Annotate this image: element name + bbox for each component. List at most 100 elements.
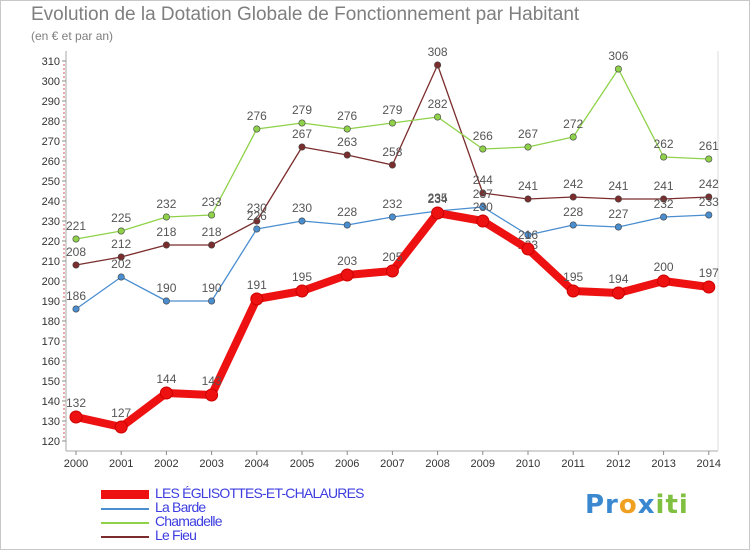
data-label: 282 [428,97,448,111]
data-label: 216 [518,228,538,242]
data-point [295,284,309,298]
y-tick-label: 290 [42,96,60,108]
y-tick-label: 140 [42,396,60,408]
data-label: 258 [382,145,402,159]
data-point [660,195,668,203]
data-label: 308 [428,45,448,59]
data-point [569,221,577,229]
data-point [298,119,306,127]
data-label: 242 [699,177,719,191]
x-tick-label: 2002 [154,458,178,470]
y-tick-label: 220 [42,236,60,248]
y-tick-label: 200 [42,276,60,288]
legend-label: Chamadelle [155,513,223,529]
x-tick-label: 2012 [606,458,630,470]
data-label: 235 [428,191,448,205]
y-tick-label: 280 [42,116,60,128]
data-point [702,280,716,294]
data-label: 218 [202,225,222,239]
x-tick-label: 2004 [245,458,269,470]
chart-subtitle: (en € et par an) [31,29,114,43]
data-label: 241 [608,179,628,193]
data-label: 144 [156,372,176,386]
data-label: 306 [608,49,628,63]
data-point [657,274,671,288]
data-point [479,189,487,197]
data-label: 127 [111,406,131,420]
y-tick-label: 260 [42,156,60,168]
data-label: 203 [337,254,357,268]
x-tick-label: 2006 [335,458,359,470]
data-point [660,213,668,221]
data-point [479,203,487,211]
data-point [343,221,351,229]
data-point [72,235,80,243]
data-point [388,161,396,169]
legend-swatch [101,536,149,538]
x-tick-label: 2000 [64,458,88,470]
data-label: 190 [156,281,176,295]
data-point [250,292,264,306]
data-point [388,213,396,221]
data-label: 190 [202,281,222,295]
data-label: 233 [202,195,222,209]
logo-part: o [618,490,638,520]
data-label: 212 [111,237,131,251]
y-tick-label: 120 [42,436,60,448]
data-point [205,388,219,402]
logo-part: Pr [585,490,619,520]
data-label: 194 [608,272,628,286]
data-point [385,264,399,278]
data-label: 227 [608,207,628,221]
data-label: 230 [292,201,312,215]
data-label: 267 [518,127,538,141]
y-tick-label: 310 [42,56,60,68]
data-label: 237 [473,187,493,201]
x-tick-label: 2009 [471,458,495,470]
data-label: 132 [66,396,86,410]
data-point [524,231,532,239]
data-point [114,420,128,434]
data-point [388,119,396,127]
data-point [117,273,125,281]
data-point [298,143,306,151]
x-tick-label: 2010 [516,458,540,470]
data-label: 276 [247,109,267,123]
data-label: 266 [473,129,493,143]
data-point [69,410,83,424]
data-point [159,386,173,400]
data-label: 272 [563,117,583,131]
data-point [343,151,351,159]
data-point [434,61,442,69]
data-point [524,195,532,203]
data-point [705,193,713,201]
data-label: 241 [654,179,674,193]
data-point [162,213,170,221]
data-point [253,217,261,225]
data-point [253,125,261,133]
x-tick-label: 2007 [380,458,404,470]
data-point [569,193,577,201]
data-point [208,297,216,305]
data-point [117,253,125,261]
data-label: 205 [382,250,402,264]
y-tick-label: 210 [42,256,60,268]
data-point [162,241,170,249]
data-label: 197 [699,266,719,280]
legend-label: LES ÉGLISOTTES-ET-CHALAURES [155,485,364,501]
series-1: 221 225 232 233 276 279 276 279 282 266 267 272 306 2… [66,49,719,243]
legend-label: La Barde [155,499,206,515]
data-point [705,155,713,163]
data-point [479,145,487,153]
data-point [431,206,445,220]
data-label: 232 [382,197,402,211]
logo-part: iti [655,490,689,520]
data-label: 232 [654,197,674,211]
data-point [614,195,622,203]
x-tick-label: 2014 [697,458,721,470]
data-label: 228 [337,205,357,219]
data-label: 143 [202,374,222,388]
data-label: 261 [699,139,719,153]
